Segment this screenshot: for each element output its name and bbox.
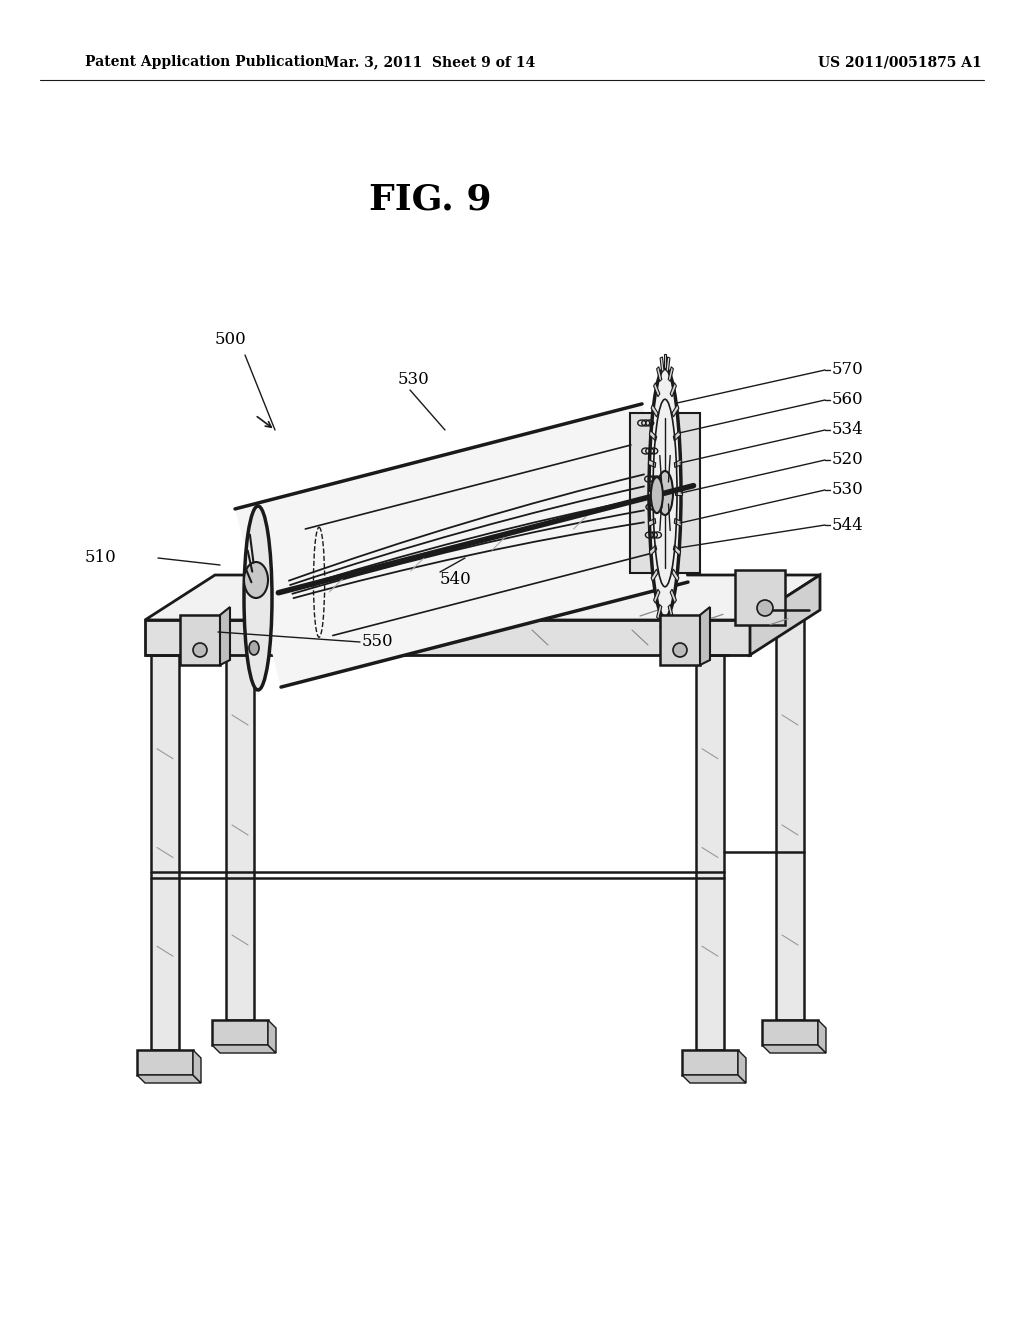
Text: 534: 534 [831,421,864,438]
Text: 560: 560 [831,392,863,408]
Polygon shape [669,367,674,381]
Polygon shape [236,404,688,688]
Polygon shape [670,383,677,397]
Polygon shape [776,610,804,1020]
Text: 530: 530 [831,482,864,499]
Polygon shape [226,620,254,1020]
Polygon shape [672,569,679,582]
Polygon shape [660,614,664,630]
Polygon shape [145,620,750,655]
Polygon shape [700,607,710,665]
Polygon shape [268,1020,276,1053]
Ellipse shape [249,642,259,655]
Polygon shape [674,519,682,527]
Ellipse shape [649,368,681,618]
Polygon shape [674,430,681,441]
Polygon shape [151,655,179,1049]
Ellipse shape [673,643,687,657]
Polygon shape [750,576,820,655]
Text: 570: 570 [831,362,864,379]
Text: 540: 540 [440,572,472,589]
Polygon shape [664,618,667,632]
Ellipse shape [193,643,207,657]
Polygon shape [193,1049,201,1082]
Polygon shape [682,1049,738,1074]
Polygon shape [682,1074,746,1082]
Polygon shape [137,1049,193,1074]
Polygon shape [648,519,655,527]
Polygon shape [212,1045,276,1053]
Polygon shape [674,545,681,556]
Polygon shape [666,614,670,630]
Polygon shape [212,1020,268,1045]
Polygon shape [660,356,664,372]
Ellipse shape [244,562,268,598]
Polygon shape [653,383,659,397]
Polygon shape [137,1074,201,1082]
Polygon shape [656,605,662,619]
Text: Mar. 3, 2011  Sheet 9 of 14: Mar. 3, 2011 Sheet 9 of 14 [325,55,536,69]
Polygon shape [651,569,658,582]
Text: Patent Application Publication: Patent Application Publication [85,55,325,69]
Polygon shape [675,491,682,495]
Polygon shape [649,430,656,441]
Polygon shape [762,1020,818,1045]
Polygon shape [220,607,230,665]
Polygon shape [145,576,820,620]
Text: 500: 500 [215,331,247,348]
Text: 550: 550 [362,634,393,651]
Polygon shape [660,615,700,665]
Polygon shape [180,615,220,665]
Polygon shape [762,1045,826,1053]
Polygon shape [738,1049,746,1082]
Text: US 2011/0051875 A1: US 2011/0051875 A1 [818,55,982,69]
Text: FIG. 9: FIG. 9 [369,183,492,216]
Polygon shape [669,605,674,619]
Text: 530: 530 [398,371,430,388]
Polygon shape [696,655,724,1049]
Polygon shape [648,491,655,495]
Polygon shape [818,1020,826,1053]
Ellipse shape [651,477,663,513]
Polygon shape [735,570,785,624]
Ellipse shape [244,506,272,690]
Polygon shape [656,367,662,381]
Polygon shape [648,459,655,467]
Ellipse shape [657,471,673,515]
Polygon shape [649,545,656,556]
Text: 520: 520 [831,451,864,469]
Polygon shape [666,356,670,372]
Polygon shape [651,404,658,417]
Polygon shape [674,459,682,467]
Polygon shape [672,404,679,417]
Ellipse shape [757,601,773,616]
Polygon shape [664,354,667,368]
Polygon shape [653,589,659,603]
Text: 544: 544 [831,516,864,533]
Text: 510: 510 [85,549,117,566]
Polygon shape [670,589,677,603]
Polygon shape [630,413,700,573]
